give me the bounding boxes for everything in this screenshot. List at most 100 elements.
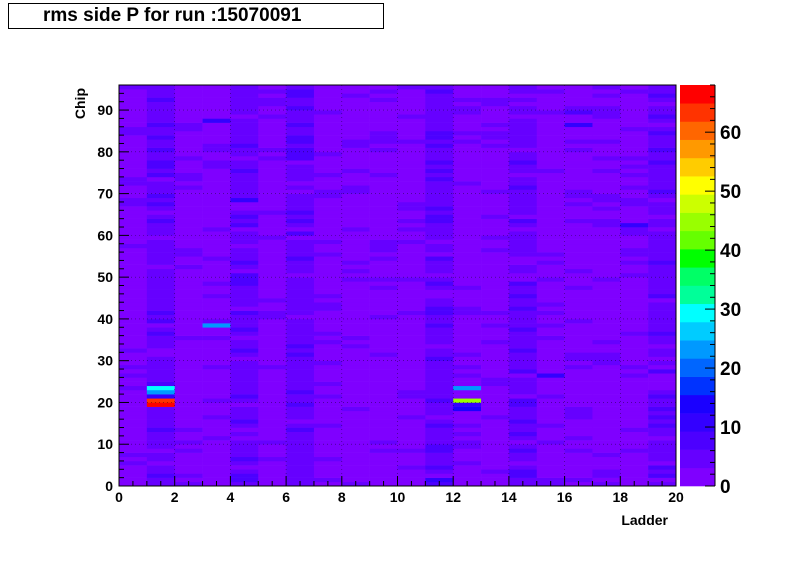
heatmap-cell (620, 122, 649, 128)
heatmap-cell (564, 93, 593, 98)
heatmap-cell (369, 369, 398, 374)
heatmap-cell (174, 139, 203, 144)
y-tick-label: 10 (97, 436, 113, 452)
heatmap-cell (397, 293, 426, 299)
heatmap-cell (202, 181, 231, 186)
heatmap-cell (369, 243, 398, 249)
heatmap-cell (202, 151, 231, 157)
heatmap-cell (146, 222, 175, 228)
heatmap-cell (119, 214, 148, 219)
heatmap-cell (202, 126, 231, 132)
heatmap-cell (286, 444, 315, 449)
heatmap-cell (174, 105, 203, 111)
heatmap-cell (508, 252, 538, 257)
heatmap-cell (174, 410, 203, 416)
heatmap-cell (341, 260, 370, 265)
heatmap-cell (258, 427, 287, 432)
heatmap-cell (536, 473, 565, 478)
heatmap-cell (564, 281, 593, 286)
heatmap-cell (230, 247, 259, 253)
heatmap-cell (119, 460, 148, 466)
heatmap-cell (146, 356, 175, 361)
heatmap-cell (230, 176, 259, 182)
heatmap-cell (620, 243, 649, 249)
heatmap-cell (369, 381, 398, 387)
heatmap-cell (286, 168, 315, 174)
heatmap-cell (341, 222, 370, 228)
heatmap-cell (369, 210, 398, 215)
heatmap-cell (397, 214, 426, 219)
heatmap-cell (258, 402, 287, 407)
heatmap-cell (313, 168, 343, 174)
heatmap-cell (313, 289, 343, 295)
heatmap-cell (592, 176, 621, 182)
heatmap-cell (648, 364, 677, 370)
heatmap-cell (341, 252, 370, 257)
heatmap-cell (174, 460, 203, 466)
heatmap-cell (174, 218, 203, 224)
heatmap-cell (508, 277, 538, 282)
heatmap-cell (397, 243, 426, 249)
heatmap-cell (453, 318, 482, 324)
heatmap-cell (313, 423, 343, 428)
heatmap-cell (508, 460, 538, 466)
heatmap-cell (508, 168, 538, 174)
heatmap-cell (397, 206, 426, 211)
heatmap-cell (564, 318, 593, 324)
heatmap-cell (230, 306, 259, 311)
color-scale-swatch (680, 121, 715, 140)
heatmap-cell (286, 310, 315, 316)
heatmap-cell (620, 318, 649, 324)
heatmap-cell (536, 114, 565, 119)
heatmap-cell (481, 264, 510, 270)
heatmap-cell (202, 352, 231, 357)
heatmap-cell (286, 93, 315, 98)
heatmap-cell (174, 427, 203, 432)
heatmap-cell (146, 214, 175, 219)
x-tick-label: 18 (613, 489, 629, 505)
heatmap-cell (258, 235, 287, 240)
heatmap-cell (397, 231, 426, 236)
heatmap-cell (592, 268, 621, 274)
heatmap-cell (648, 268, 677, 274)
heatmap-cell (536, 126, 565, 132)
heatmap-cell (536, 469, 565, 474)
heatmap-cell (592, 272, 621, 278)
heatmap-cell (592, 364, 621, 370)
heatmap-cell (397, 201, 426, 207)
y-tick-label: 20 (97, 394, 113, 410)
heatmap-cell (341, 444, 370, 449)
heatmap-cell (119, 277, 148, 282)
heatmap-cell (230, 151, 259, 157)
heatmap-cell (369, 456, 398, 462)
heatmap-cell (119, 473, 148, 478)
heatmap-cell (648, 210, 677, 215)
heatmap-cell (286, 160, 315, 165)
heatmap-cell (453, 423, 482, 428)
heatmap-cell (564, 406, 593, 412)
heatmap-cell (286, 285, 315, 290)
heatmap-cell (146, 114, 175, 119)
heatmap-cell (369, 151, 398, 157)
heatmap-cell (341, 268, 370, 274)
heatmap-cell (369, 444, 398, 449)
heatmap-cell (425, 210, 454, 215)
heatmap-cell (230, 122, 259, 128)
heatmap-cell (620, 222, 649, 228)
heatmap-cell (620, 201, 649, 207)
heatmap-cell (369, 168, 398, 174)
heatmap-cell (536, 440, 565, 445)
heatmap-cell (648, 114, 677, 119)
heatmap-cell (230, 456, 259, 462)
heatmap-cell (286, 164, 315, 169)
heatmap-cell (174, 406, 203, 412)
heatmap-cell (648, 419, 677, 424)
heatmap-cell (536, 264, 565, 270)
heatmap-cell (592, 302, 621, 307)
heatmap-cell (174, 272, 203, 278)
heatmap-cell (202, 323, 231, 328)
heatmap-cell (230, 335, 259, 341)
heatmap-cell (620, 398, 649, 403)
heatmap-cell (536, 268, 565, 274)
heatmap-cell (369, 402, 398, 407)
